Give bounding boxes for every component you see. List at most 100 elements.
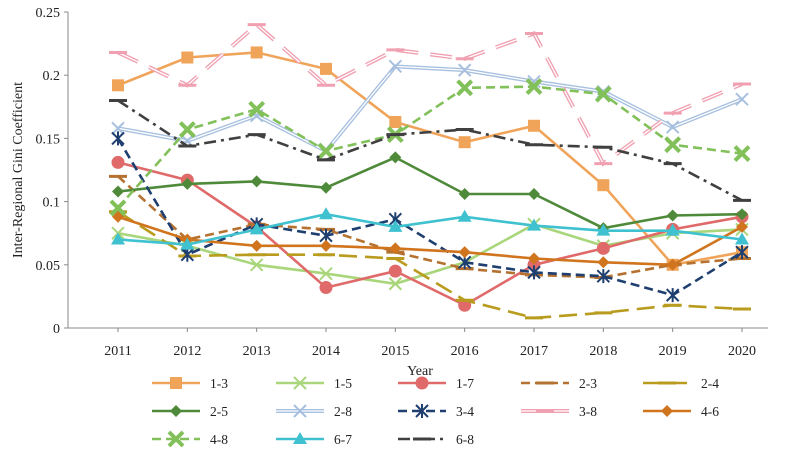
data-point-4-6 (736, 220, 748, 233)
data-point-3-4 (111, 131, 125, 146)
data-point-2-5 (181, 177, 194, 190)
legend-item-6-7: 6-7 (276, 432, 352, 447)
legend-swatch-marker (170, 377, 182, 389)
legend-label: 4-8 (210, 432, 228, 447)
legend-label: 6-7 (334, 432, 352, 447)
legend-label: 1-3 (210, 376, 228, 391)
legend-item-2-8: 2-8 (276, 404, 352, 419)
data-point-4-6 (320, 239, 332, 252)
data-point-4-6 (112, 210, 124, 223)
series-1-7 (111, 155, 749, 312)
series-2-4 (109, 210, 751, 320)
legend-swatch-marker (167, 430, 185, 448)
data-point-6-7 (249, 222, 264, 235)
data-point-4-6 (528, 252, 540, 265)
legend-item-1-7: 1-7 (398, 376, 474, 391)
y-tick-label: 0.05 (36, 259, 61, 274)
series-line-inner-3-8 (117, 23, 743, 165)
legend-item-3-4: 3-4 (398, 404, 474, 419)
data-point-1-3 (597, 179, 610, 192)
legend-swatch-marker (415, 404, 429, 418)
series-3-8 (109, 21, 751, 167)
x-axis-title: Year (407, 364, 433, 379)
series-line-4-6 (117, 215, 743, 267)
data-point-4-8 (109, 199, 127, 217)
series-line-1-7 (117, 161, 743, 307)
series-line-4-8 (117, 85, 743, 209)
data-point-2-8 (735, 92, 749, 106)
series-line-2-5 (117, 155, 743, 230)
data-point-4-8 (525, 78, 543, 95)
series-4-6 (112, 210, 748, 271)
x-tick-label: 2019 (659, 344, 687, 359)
data-point-1-3 (181, 51, 194, 64)
x-tick-label: 2015 (381, 344, 409, 359)
data-point-4-6 (389, 242, 402, 255)
legend-swatch-marker (415, 376, 429, 390)
legend-label: 2-8 (334, 404, 352, 419)
data-point-3-4 (596, 269, 611, 284)
data-point-3-4 (735, 245, 749, 260)
series-line-6-8 (117, 99, 743, 202)
legend-item-3-8: 3-8 (521, 404, 597, 419)
y-tick-label: 0.25 (36, 6, 61, 21)
legend-label: 2-4 (701, 376, 719, 391)
y-tick-label: 0.15 (36, 132, 61, 147)
data-point-6-7 (457, 209, 472, 222)
data-point-1-7 (111, 155, 125, 169)
data-point-6-7 (319, 207, 333, 220)
legend-label: 3-4 (456, 404, 474, 419)
legend-label: 1-5 (334, 376, 352, 391)
legend-item-6-8: 6-8 (398, 432, 474, 447)
legend-item-2-3: 2-3 (521, 376, 597, 391)
legend-item-1-3: 1-3 (152, 376, 228, 391)
data-point-1-5 (388, 277, 403, 291)
data-point-1-7 (388, 264, 402, 278)
data-point-3-4 (527, 265, 541, 280)
x-tick-label: 2011 (104, 344, 131, 359)
data-point-2-5 (112, 185, 124, 198)
data-point-6-7 (735, 232, 749, 245)
legend-label: 3-8 (579, 404, 597, 419)
legend-item-4-6: 4-6 (643, 404, 719, 419)
legend-label: 4-6 (701, 404, 719, 419)
x-tick-label: 2014 (312, 344, 340, 359)
data-point-1-3 (320, 62, 332, 75)
data-point-2-5 (458, 188, 471, 201)
series-line-2-8 (117, 64, 743, 154)
data-point-2-5 (736, 208, 748, 221)
data-point-4-8 (594, 85, 612, 103)
data-point-3-4 (180, 247, 195, 262)
data-point-3-4 (665, 288, 680, 303)
legend-item-2-4: 2-4 (643, 376, 719, 391)
data-point-6-7 (180, 237, 195, 250)
data-point-2-5 (666, 209, 679, 222)
data-point-4-6 (250, 239, 263, 252)
data-point-2-5 (528, 188, 540, 201)
series-1-5 (111, 217, 749, 291)
data-point-1-3 (250, 46, 263, 59)
data-point-4-8 (178, 121, 196, 138)
data-point-1-3 (528, 119, 540, 132)
legend-label: 6-8 (456, 432, 474, 447)
series-6-7 (111, 207, 749, 250)
data-point-2-8 (457, 63, 472, 77)
legend-swatch-marker (661, 405, 673, 417)
series-6-8 (109, 98, 751, 202)
series-4-8 (109, 78, 751, 217)
data-point-1-7 (596, 241, 610, 255)
series-layer (109, 21, 751, 320)
y-tick-label: 0.2 (43, 69, 61, 84)
data-point-4-6 (597, 256, 610, 269)
legend-swatch-marker (170, 405, 182, 417)
y-axis-title: Inter-Regional Gini Coefficient (11, 82, 26, 258)
x-tick-label: 2016 (451, 344, 479, 359)
data-point-6-7 (527, 218, 541, 231)
legend-swatch-marker (293, 404, 307, 418)
data-point-2-8 (388, 59, 403, 74)
data-point-1-5 (319, 266, 333, 281)
y-tick-label: 0.1 (43, 196, 61, 211)
data-point-4-8 (317, 142, 335, 160)
x-tick-label: 2012 (173, 344, 201, 359)
